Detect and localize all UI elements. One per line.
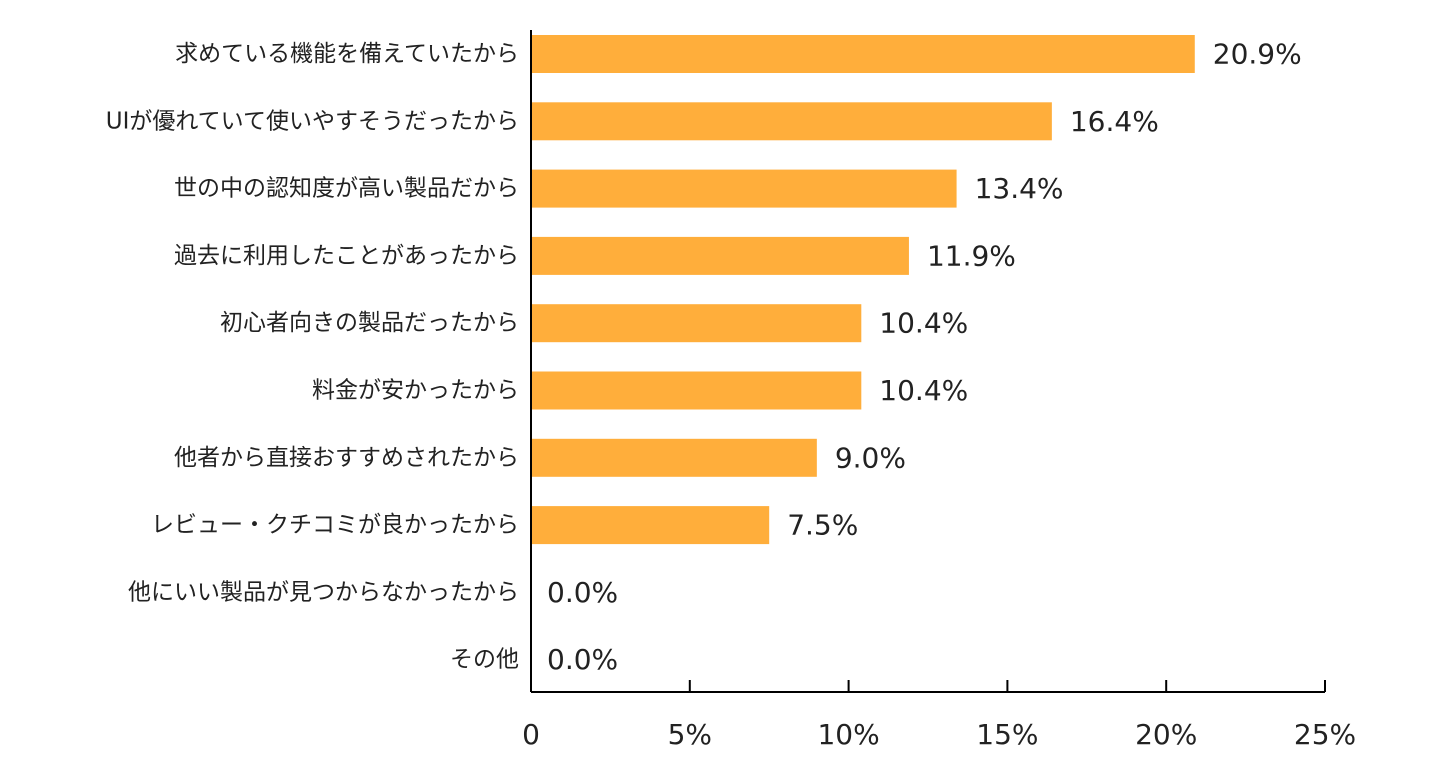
value-label-0: 20.9%: [1213, 38, 1302, 71]
category-labels: 求めている機能を備えていたから UIが優れていて使いやすそうだったから世の中の認知…: [106, 41, 519, 673]
value-label-8: 0.0%: [547, 576, 618, 609]
category-label-7: レビュー・クチコミが良かったから: [151, 512, 519, 538]
bar-3: [531, 236, 909, 275]
category-label-9: その他: [450, 647, 519, 673]
value-label-5: 10.4%: [879, 374, 968, 407]
bar-5: [531, 371, 862, 410]
value-label-4: 10.4%: [879, 307, 968, 340]
value-label-2: 13.4%: [975, 172, 1064, 205]
x-tick-labels: 0 5% 10% 15% 20% 25%: [522, 718, 1356, 751]
value-label-1: 16.4%: [1070, 105, 1159, 138]
value-label-6: 9.0%: [835, 441, 906, 474]
value-labels: 20.9% 16.4% 13.4% 11.9% 10.4% 10.4% 9.0% 7.5% 0.…: [547, 38, 1302, 677]
category-label-1: UIが優れていて使いやすそうだったから: [106, 108, 519, 134]
axes: [530, 30, 1326, 693]
x-tick-label-4: 20%: [1135, 718, 1197, 751]
category-label-8: 他にいい製品が見つからなかったから: [128, 579, 519, 605]
category-label-0: 求めている機能を備えていたから: [175, 41, 519, 67]
bar-4: [531, 304, 862, 343]
category-label-4: 初心者向きの製品だったから: [220, 310, 519, 336]
x-tick-label-2: 10%: [817, 718, 879, 751]
category-label-5: 料金が安かったから: [312, 378, 519, 404]
bar-1: [531, 102, 1052, 141]
value-label-7: 7.5%: [787, 509, 858, 542]
bar-6: [531, 438, 817, 477]
x-tick-label-5: 25%: [1294, 718, 1356, 751]
value-label-9: 0.0%: [547, 643, 618, 676]
bars: [531, 35, 1195, 545]
x-tick-label-0: 0: [522, 718, 540, 751]
bar-2: [531, 169, 957, 208]
value-label-3: 11.9%: [927, 239, 1016, 272]
bar-0: [531, 35, 1195, 73]
category-label-3: 過去に利用したことがあったから: [174, 243, 519, 269]
bar-7: [531, 506, 770, 545]
x-tick-label-3: 15%: [976, 718, 1038, 751]
x-tick-label-1: 5%: [668, 718, 712, 751]
category-label-6: 他者から直接おすすめされたから: [174, 445, 519, 471]
category-label-2: 世の中の認知度が高い製品だから: [174, 176, 519, 202]
